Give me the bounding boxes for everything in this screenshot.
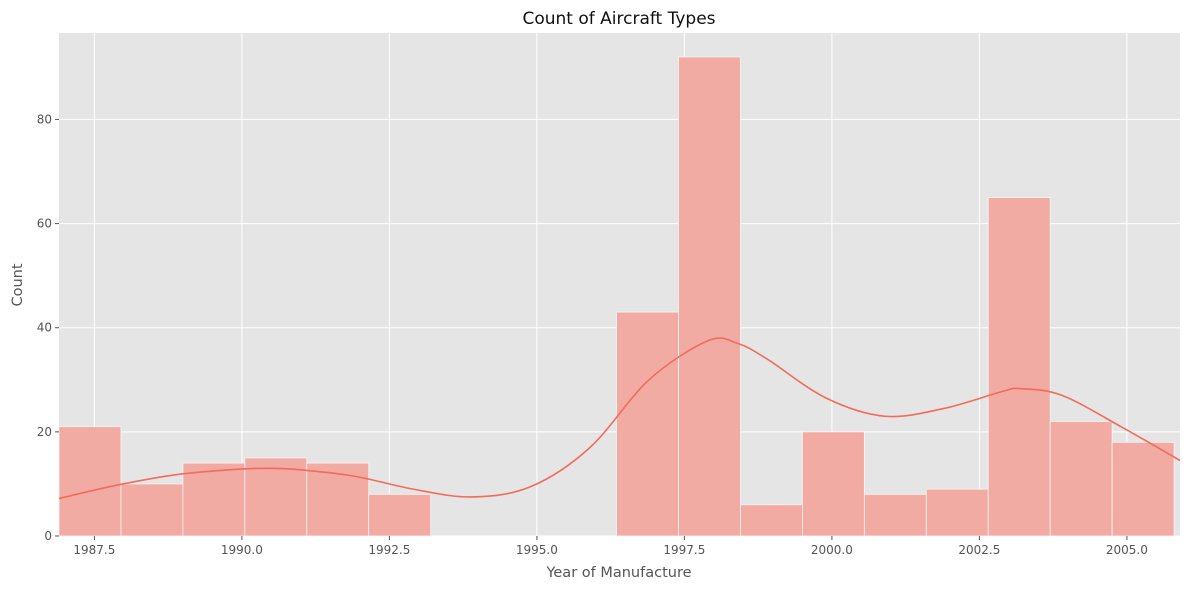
x-axis-ticks: 1987.5 1990.0 1992.5 1995.0 1997.5 2000.0 2002… (73, 536, 1148, 557)
histogram-bar (1111, 441, 1175, 537)
histogram-bar (678, 56, 741, 537)
kde-curve (58, 337, 1181, 500)
histogram-bar (244, 457, 308, 537)
x-tick-label: 1995.0 (516, 543, 558, 557)
x-tick-label: 1997.5 (663, 543, 705, 557)
histogram-bar (802, 431, 865, 537)
y-tick-label: 80 (37, 112, 52, 126)
histogram-bar (182, 462, 246, 537)
histogram-bar (616, 311, 679, 537)
y-tick-label: 60 (37, 217, 52, 231)
x-tick-label: 1990.0 (221, 543, 263, 557)
x-tick-label: 2000.0 (811, 543, 853, 557)
x-tick-label: 1992.5 (368, 543, 410, 557)
histogram-bar (120, 483, 184, 537)
histogram-bar (863, 493, 927, 537)
y-tick-label: 40 (37, 321, 52, 335)
x-tick-label: 2002.5 (958, 543, 1000, 557)
histogram-bar (1049, 421, 1113, 537)
histogram-bars (58, 56, 1175, 537)
y-tick-label: 0 (44, 529, 52, 543)
y-axis-label: Count (10, 263, 26, 306)
y-tick-label: 20 (37, 425, 52, 439)
histogram-bar (58, 426, 122, 537)
y-axis-ticks: 0 20 40 60 80 (37, 112, 59, 543)
histogram-bar (368, 493, 432, 537)
histogram-bar (987, 197, 1051, 537)
histogram-bar (740, 504, 803, 537)
histogram-bar (306, 462, 370, 537)
x-axis-label: Year of Manufacture (545, 565, 691, 581)
x-tick-label: 1987.5 (73, 543, 115, 557)
histogram-bar (925, 488, 989, 537)
x-tick-label: 2005.0 (1106, 543, 1148, 557)
chart-title: Count of Aircraft Types (522, 9, 715, 29)
